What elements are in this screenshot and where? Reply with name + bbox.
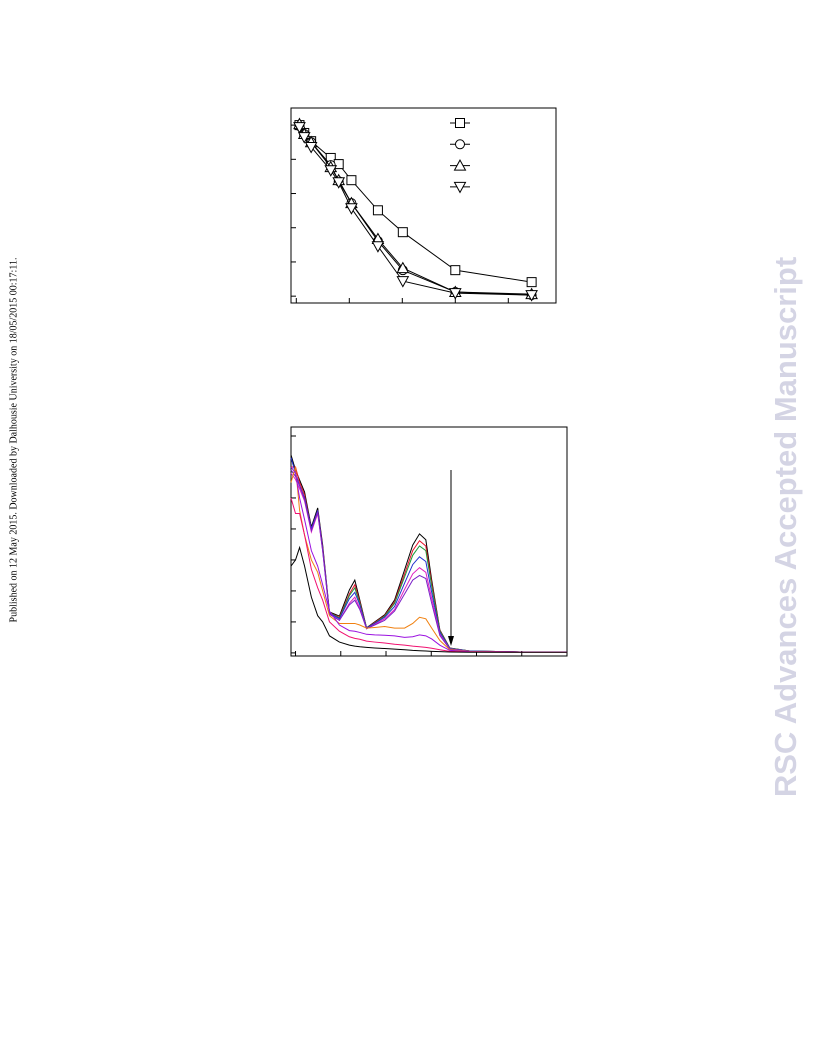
data-point bbox=[396, 261, 410, 274]
data-point bbox=[450, 265, 461, 276]
series-line bbox=[290, 466, 567, 653]
series-line bbox=[290, 545, 567, 653]
series-line bbox=[299, 124, 532, 283]
data-point bbox=[372, 205, 383, 216]
legend-marker bbox=[455, 139, 465, 150]
data-point bbox=[371, 241, 385, 253]
series-line bbox=[290, 466, 567, 653]
data-point bbox=[345, 203, 358, 215]
data-point bbox=[304, 142, 318, 154]
legend-marker bbox=[455, 118, 465, 128]
series-line bbox=[290, 457, 567, 653]
data-point bbox=[396, 276, 410, 288]
series-line bbox=[299, 126, 532, 296]
data-point bbox=[448, 288, 462, 300]
arrow-head bbox=[448, 636, 454, 646]
publication-note: Published on 12 May 2015. Downloaded by … bbox=[8, 258, 19, 623]
watermark: RSC Advances Accepted Manuscript bbox=[768, 257, 803, 797]
series-line bbox=[290, 469, 567, 653]
plot-frame bbox=[290, 426, 568, 657]
series-line bbox=[299, 123, 532, 295]
data-point bbox=[397, 227, 408, 238]
plot-frame bbox=[290, 107, 557, 304]
data-point bbox=[525, 290, 538, 302]
data-point bbox=[324, 165, 338, 177]
data-point bbox=[297, 132, 311, 144]
legend-marker bbox=[453, 181, 467, 194]
data-point bbox=[526, 277, 537, 288]
series-line bbox=[290, 454, 567, 653]
data-point bbox=[346, 175, 357, 186]
series-line bbox=[299, 125, 532, 296]
data-point bbox=[293, 122, 306, 134]
data-point bbox=[332, 177, 346, 189]
legend-marker bbox=[453, 159, 467, 171]
series-line bbox=[290, 497, 567, 653]
